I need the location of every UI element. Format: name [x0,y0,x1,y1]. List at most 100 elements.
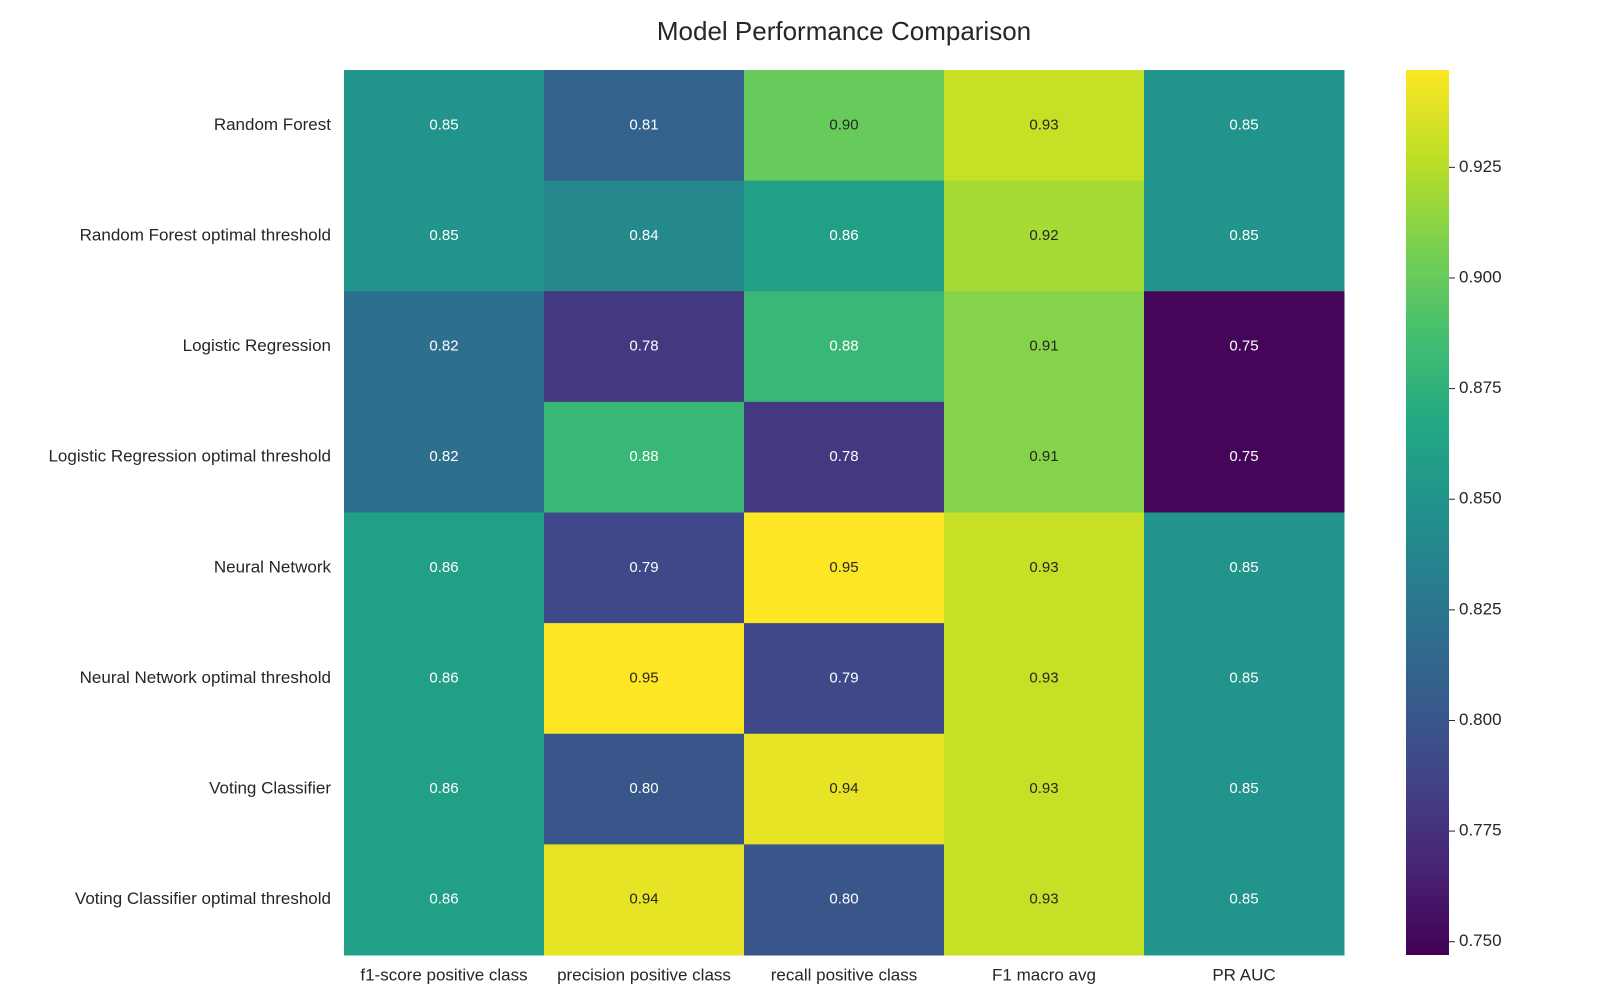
cell-label: 0.84 [629,227,658,244]
heatmap-cell [544,70,745,182]
heatmap-cell [544,623,745,735]
cell-label: 0.85 [1229,559,1258,576]
x-tick-label: F1 macro avg [992,965,1096,984]
cell-label: 0.95 [629,669,658,686]
y-tick-label: Neural Network [214,557,332,576]
heatmap-cell [944,733,1145,845]
y-tick-label: Random Forest [214,115,331,134]
cell-label: 0.92 [1029,227,1058,244]
cell-label: 0.93 [1029,780,1058,797]
y-tick-label: Voting Classifier optimal threshold [75,889,331,908]
heatmap-cell [944,70,1145,182]
cell-label: 0.85 [1229,116,1258,133]
heatmap-cell [944,512,1145,624]
heatmap-cell [944,623,1145,735]
cell-label: 0.90 [829,116,858,133]
heatmap-cell [1144,180,1345,292]
x-tick-label: recall positive class [771,965,917,984]
cell-label: 0.94 [829,780,858,797]
heatmap-cell [744,733,945,845]
cell-label: 0.95 [829,559,858,576]
cell-label: 0.93 [1029,559,1058,576]
cell-label: 0.80 [629,780,658,797]
colorbar-tick-label: 0.875 [1459,378,1502,397]
heatmap-cell [344,623,545,735]
cell-label: 0.93 [1029,669,1058,686]
heatmap-cell [1144,733,1345,845]
x-tick-label: f1-score positive class [360,965,527,984]
cell-label: 0.85 [1229,669,1258,686]
cell-label: 0.91 [1029,448,1058,465]
cell-label: 0.81 [629,116,658,133]
heatmap-cell [344,70,545,182]
y-tick-label: Neural Network optimal threshold [80,668,331,687]
cell-label: 0.93 [1029,116,1058,133]
heatmap-cell [944,180,1145,292]
heatmap-cell [944,291,1145,403]
cell-label: 0.94 [629,891,658,908]
heatmap-cell [1144,291,1345,403]
x-tick-label: PR AUC [1212,965,1275,984]
cell-label: 0.91 [1029,338,1058,355]
heatmap-cell [744,401,945,513]
heatmap-cell [1144,844,1345,956]
cell-label: 0.88 [829,338,858,355]
heatmap-cell [744,70,945,182]
cell-label: 0.88 [629,448,658,465]
y-tick-label: Random Forest optimal threshold [80,225,331,244]
heatmap-cell [944,844,1145,956]
heatmap-cell [544,291,745,403]
cell-label: 0.75 [1229,338,1258,355]
heatmap-cell [744,844,945,956]
cell-label: 0.86 [829,227,858,244]
heatmap-cell [344,180,545,292]
heatmap-cell [744,291,945,403]
heatmap-cell [1144,512,1345,624]
heatmap-cell [544,844,745,956]
cell-label: 0.93 [1029,891,1058,908]
y-tick-label: Logistic Regression [183,336,331,355]
cell-label: 0.86 [429,891,458,908]
cell-label: 0.79 [629,559,658,576]
colorbar-tick-label: 0.925 [1459,157,1502,176]
heatmap-cell [1144,401,1345,513]
colorbar-tick-label: 0.750 [1459,931,1502,950]
cell-label: 0.79 [829,669,858,686]
cell-label: 0.78 [629,338,658,355]
cell-label: 0.86 [429,669,458,686]
heatmap-cell [544,180,745,292]
cell-label: 0.86 [429,780,458,797]
heatmap-cell [344,512,545,624]
cell-label: 0.85 [1229,227,1258,244]
heatmap-cell [544,401,745,513]
cell-label: 0.82 [429,338,458,355]
heatmap-cell [744,623,945,735]
heatmap-cell [944,401,1145,513]
heatmap-cell [744,180,945,292]
chart-title: Model Performance Comparison [657,16,1031,46]
cell-label: 0.85 [429,227,458,244]
heatmap-cell [344,291,545,403]
cell-label: 0.85 [429,116,458,133]
cell-label: 0.86 [429,559,458,576]
heatmap-cell [744,512,945,624]
cell-label: 0.80 [829,891,858,908]
colorbar-tick-label: 0.800 [1459,710,1502,729]
heatmap-cell [344,844,545,956]
cell-label: 0.85 [1229,780,1258,797]
cell-label: 0.78 [829,448,858,465]
x-tick-label: precision positive class [557,965,731,984]
heatmap-cell [1144,623,1345,735]
colorbar-tick-label: 0.775 [1459,821,1502,840]
colorbar-tick-label: 0.850 [1459,489,1502,508]
cell-label: 0.75 [1229,448,1258,465]
cell-label: 0.82 [429,448,458,465]
colorbar-tick-label: 0.900 [1459,267,1502,286]
heatmap-cell [544,733,745,845]
colorbar-tick-label: 0.825 [1459,599,1502,618]
heatmap-cell [544,512,745,624]
heatmap-cell [1144,70,1345,182]
colorbar [1406,70,1449,955]
